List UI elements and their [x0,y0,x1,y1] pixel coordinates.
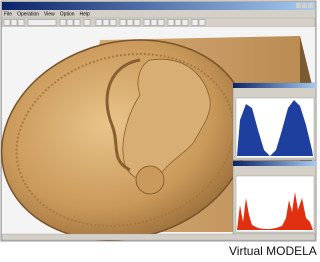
menu-item[interactable]: File [4,11,12,17]
toolbar-buttons [4,20,205,26]
blue-panel-title [233,83,316,88]
maximize-button[interactable] [302,3,307,8]
status-bar [2,234,315,240]
minimize-button[interactable] [296,3,301,8]
title-bar [2,2,315,10]
cameo-rose [136,166,164,194]
app-window: File Operation View Option Help [0,0,318,262]
red-panel-title [233,161,316,166]
menu-item[interactable]: Operation [17,11,39,17]
menu-item[interactable]: View [44,11,55,17]
menu-item[interactable]: Option [60,11,75,17]
close-button[interactable] [308,3,313,8]
caption: Virtual MODELA [229,244,317,258]
page: File Operation View Option Help Virtual MODE… [0,0,318,262]
menu-item[interactable]: Help [80,11,91,17]
